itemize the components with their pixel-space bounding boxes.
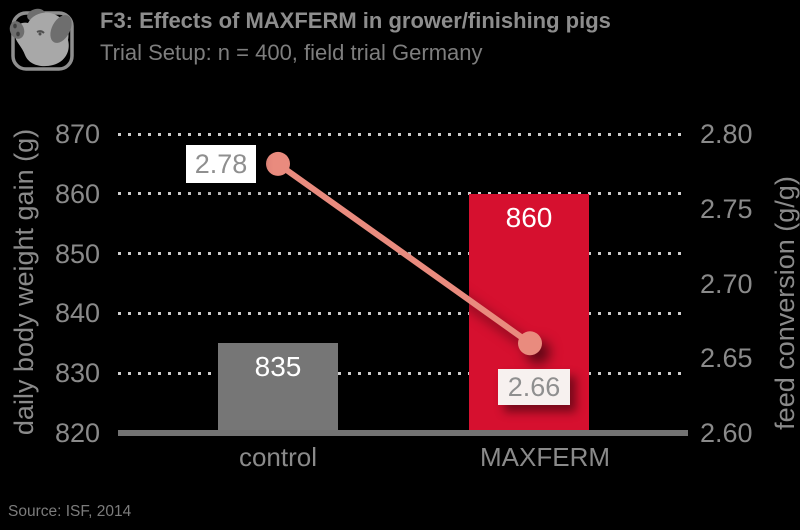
gridline [118, 252, 688, 256]
line-value-box-maxferm: 2.66 [498, 369, 570, 406]
gridline [118, 311, 688, 315]
bar-control: 835 [218, 343, 338, 433]
left-axis-tick: 850 [54, 238, 100, 269]
line-point-control [266, 151, 290, 176]
right-axis-title: feed conversion (g/g) [770, 176, 800, 430]
category-label-maxferm: MAXFERM [480, 442, 610, 472]
right-axis-tick: 2.75 [700, 193, 753, 224]
category-label-control: control [238, 442, 318, 472]
left-axis-tick: 860 [54, 178, 100, 209]
right-axis-tick: 2.80 [700, 119, 753, 149]
right-axis-tick: 2.65 [700, 343, 753, 374]
line-value-box-control: 2.78 [186, 144, 256, 183]
pig-icon [9, 8, 74, 71]
chart-title: F3: Effects of MAXFERM in grower/finishi… [100, 8, 611, 33]
right-axis-tick: 2.70 [700, 268, 753, 299]
left-axis-tick: 820 [54, 418, 100, 448]
left-axis-title: daily body weight gain (g) [9, 128, 39, 436]
bar-value-label-maxferm: 860 [505, 201, 553, 233]
left-axis-tick: 870 [54, 119, 100, 149]
bar-value-label-control: 835 [254, 351, 302, 383]
gridline [118, 192, 688, 196]
x-axis-baseline [118, 430, 688, 436]
gridline [118, 132, 688, 136]
chart-subtitle: Trial Setup: n = 400, field trial German… [100, 40, 483, 65]
gridline [118, 371, 688, 375]
right-axis-tick: 2.60 [700, 418, 753, 448]
source-note: Source: ISF, 2014 [8, 503, 132, 520]
left-axis-tick: 830 [54, 358, 100, 389]
header: F3: Effects of MAXFERM in grower/finishi… [100, 6, 611, 68]
left-axis-tick: 840 [54, 298, 100, 329]
